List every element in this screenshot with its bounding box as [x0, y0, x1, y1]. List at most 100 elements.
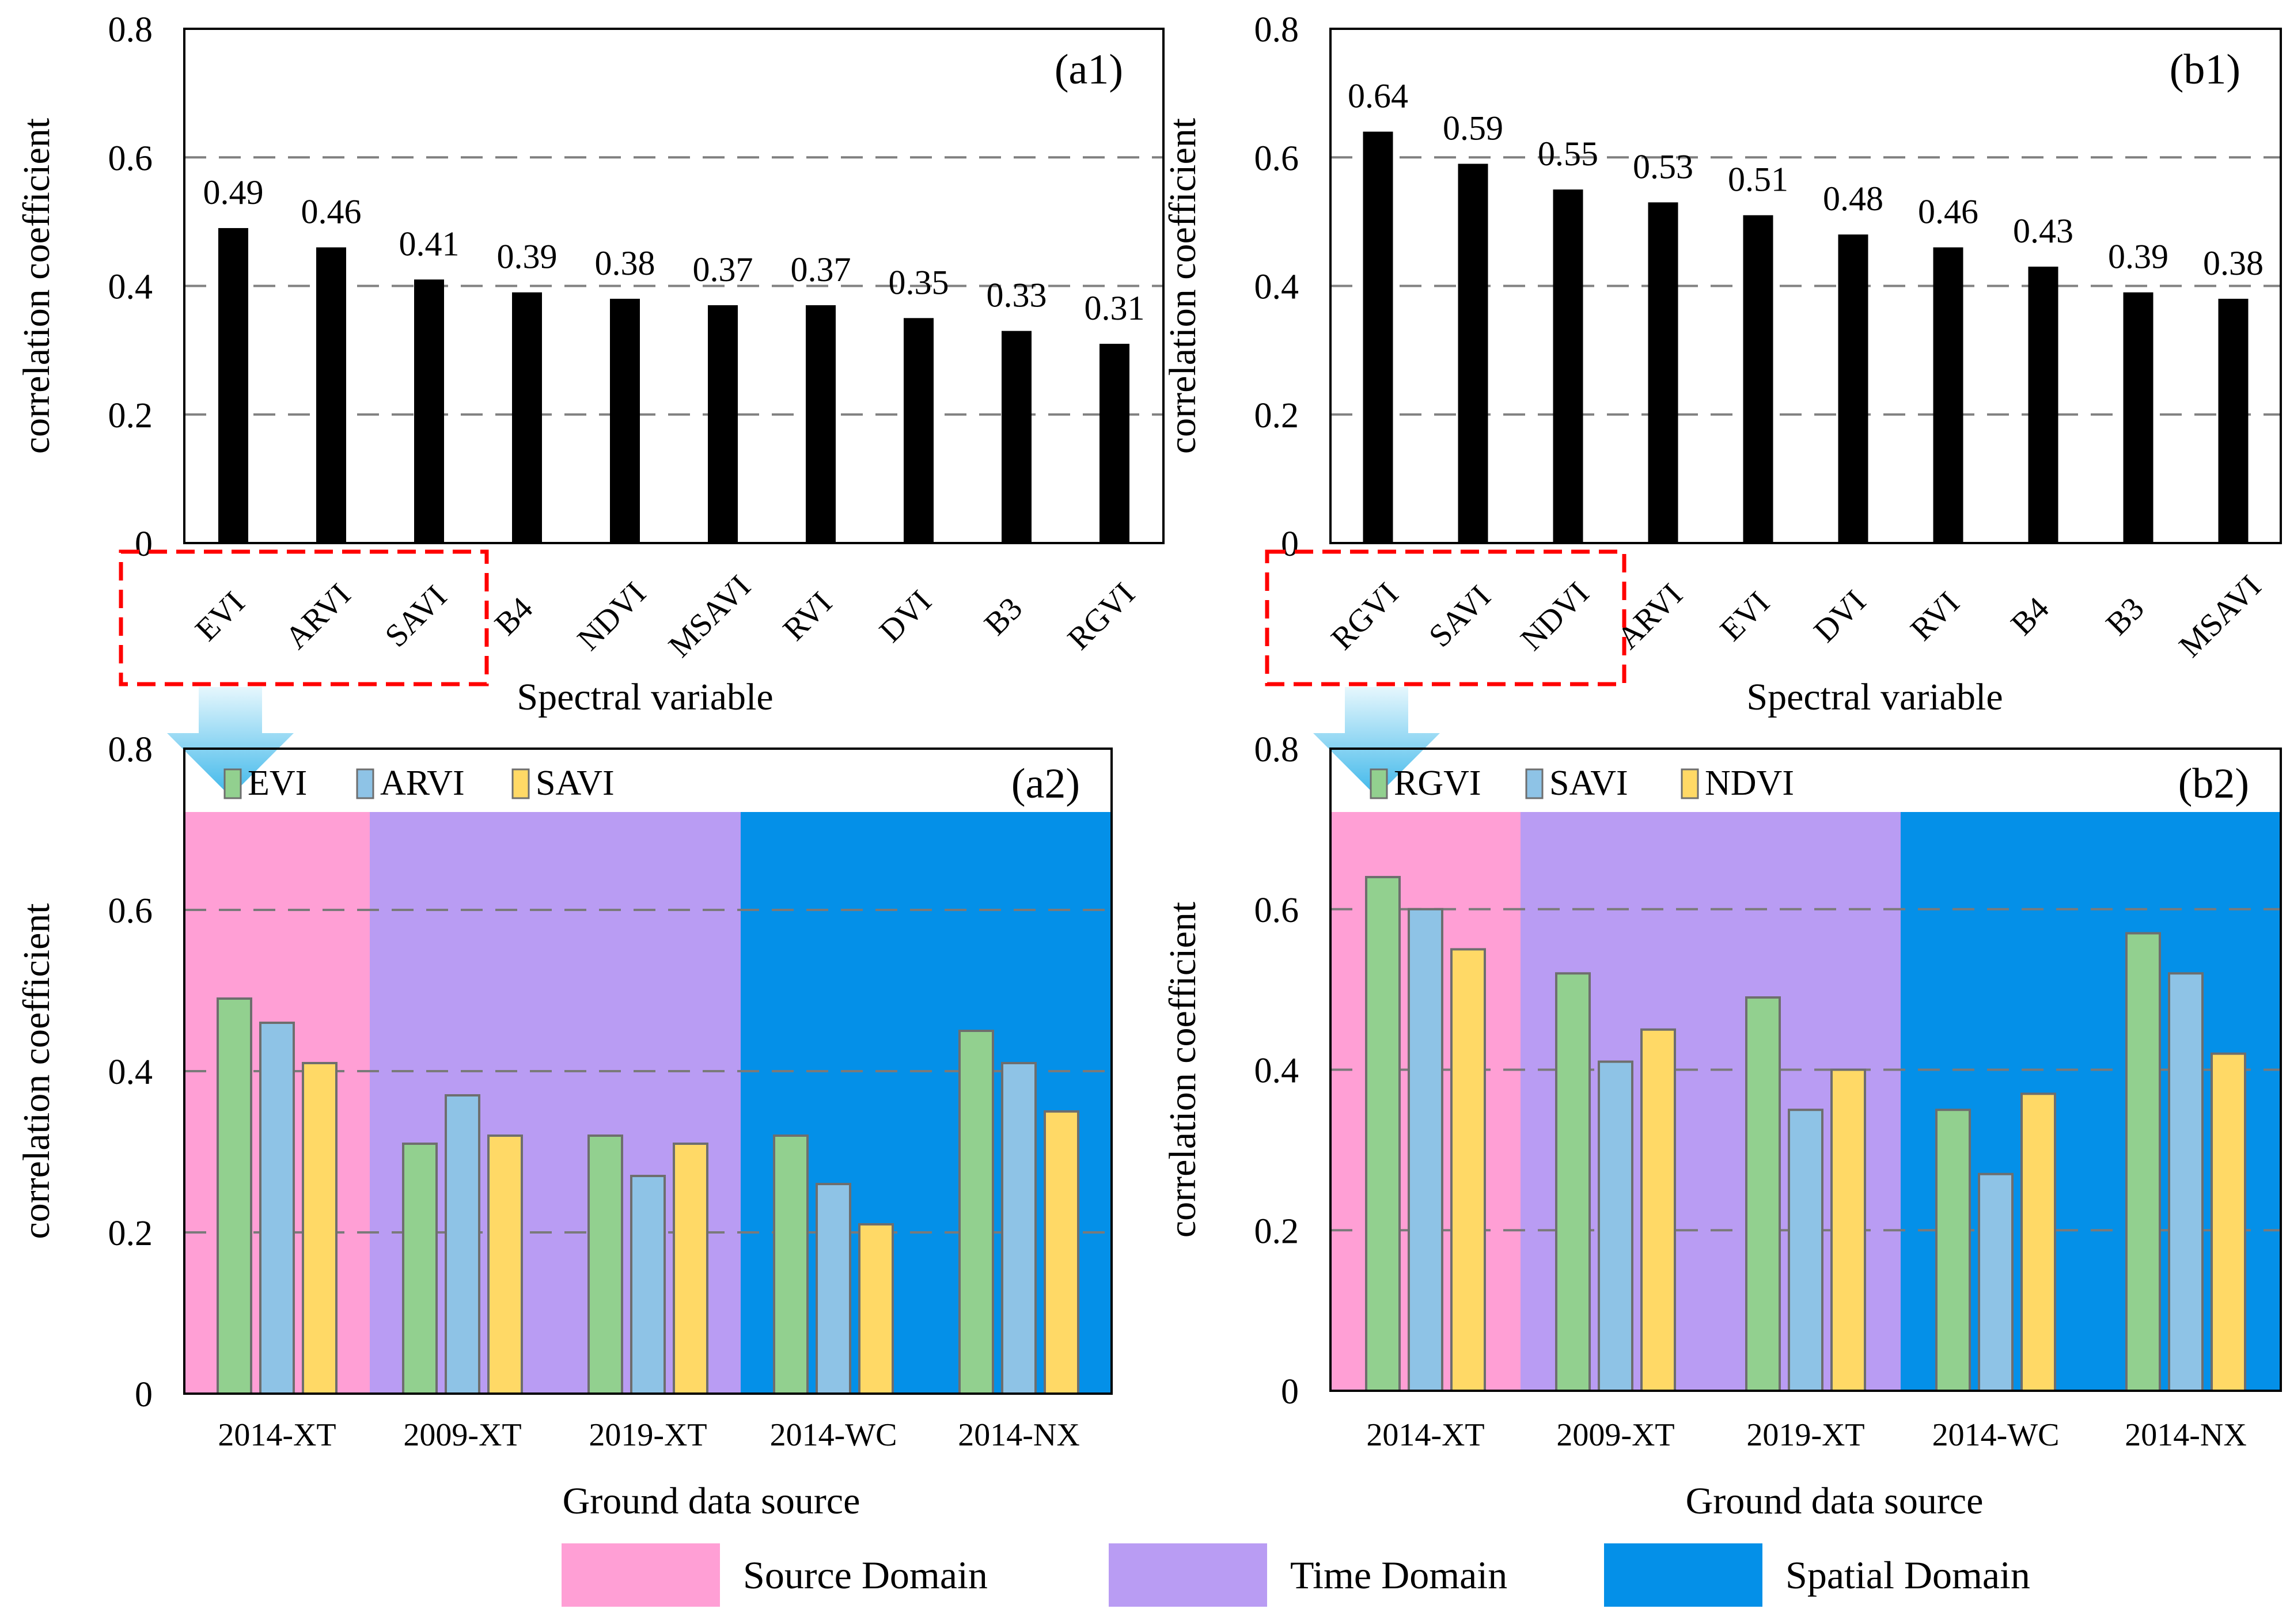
bar	[512, 292, 542, 543]
bar	[2123, 292, 2153, 543]
data-label: 0.59	[1443, 109, 1503, 147]
x-tick-label: 2014-XT	[218, 1417, 336, 1453]
data-label: 0.51	[1728, 161, 1788, 199]
data-label: 0.35	[889, 263, 949, 301]
y-tick-label: 0.6	[108, 891, 153, 931]
bar-evi	[217, 997, 252, 1395]
plot-frame	[183, 748, 1113, 1395]
bar-ndvi	[1640, 1028, 1676, 1392]
bar-rgvi	[1935, 1109, 1971, 1392]
x-tick-label: EVI	[188, 585, 252, 648]
data-label: 0.46	[301, 193, 362, 231]
data-label: 0.39	[497, 238, 558, 276]
source-domain-label: Source Domain	[743, 1553, 988, 1597]
bar-savi	[2168, 972, 2204, 1392]
data-label: 0.41	[399, 225, 460, 263]
x-tick-label: RGVI	[1324, 576, 1405, 657]
chart-a1: 0 0.2 0.4 0.6 0.8 0.49 EVI 0.46 ARVI 0.41 SAVI 0.39…	[16, 10, 1165, 796]
data-label: 0.38	[2203, 244, 2264, 282]
y-tick-label: 0.2	[108, 396, 153, 435]
bar	[1838, 234, 1868, 543]
y-tick-label: 0	[1281, 1372, 1299, 1411]
bar-savi	[302, 1062, 338, 1395]
bar-arvi	[1001, 1062, 1037, 1395]
data-label: 0.49	[203, 173, 264, 211]
y-tick-label: 0.4	[108, 1053, 153, 1092]
x-tick-label: SAVI	[1422, 579, 1497, 654]
source-domain-swatch	[562, 1543, 720, 1607]
bar-ndvi	[2020, 1092, 2056, 1392]
bar	[1458, 164, 1488, 544]
x-tick-label: RGVI	[1061, 576, 1142, 657]
bar-savi	[1044, 1110, 1079, 1395]
y-tick-label: 0.6	[1254, 891, 1299, 930]
y-tick-label: 0.8	[108, 730, 153, 769]
plot-frame	[1329, 748, 2282, 1392]
bar-savi	[487, 1134, 523, 1395]
highlight-box	[1265, 549, 1626, 686]
time-domain-label: Time Domain	[1290, 1553, 1508, 1597]
legend-swatch-arvi	[356, 768, 374, 799]
x-tick-label: RVI	[776, 585, 839, 648]
data-label: 0.38	[595, 244, 655, 282]
x-tick-label: MSAVI	[662, 568, 757, 664]
legend-time-domain: Time Domain	[1109, 1543, 1507, 1607]
legend-swatch-evi	[223, 768, 242, 799]
highlight-box	[119, 549, 489, 686]
x-tick-label: EVI	[1713, 585, 1777, 648]
legend-swatch-savi	[1525, 768, 1544, 799]
panel-label: (a2)	[1011, 760, 1080, 807]
legend-label-rgvi: RGVI	[1394, 764, 1481, 803]
y-tick-label: 0.8	[108, 10, 153, 50]
bar-savi	[1598, 1060, 1633, 1392]
legend-spatial-domain: Spatial Domain	[1604, 1543, 2030, 1607]
x-tick-label: B3	[2099, 590, 2151, 642]
bar-rgvi	[2125, 932, 2161, 1392]
legend-label-ndvi: NDVI	[1705, 764, 1794, 803]
down-arrow-icon	[1313, 687, 1440, 796]
x-tick-label: RVI	[1904, 585, 1966, 648]
bar-evi	[402, 1143, 438, 1395]
bar-rgvi	[1745, 996, 1781, 1392]
chart-b2: 0 0.2 0.4 0.6 0.8 2014-XT 2009-XT 2019-XT 2014-W…	[1162, 730, 2282, 1522]
y-tick-label: 0.4	[1254, 1052, 1299, 1091]
down-arrow-icon	[167, 687, 294, 796]
panel-label: (a1)	[1055, 46, 1123, 93]
bar	[218, 228, 248, 544]
data-label: 0.43	[2013, 212, 2073, 250]
x-tick-label: MSAVI	[2173, 568, 2268, 664]
legend-swatch-ndvi	[1681, 768, 1699, 799]
x-tick-label: DVI	[873, 583, 938, 649]
bar	[2028, 267, 2058, 543]
bar-ndvi	[1830, 1068, 1866, 1392]
spatial-domain-swatch	[1604, 1543, 1762, 1607]
y-axis-title: correlation coefficient	[1162, 902, 1204, 1238]
y-tick-label: 0.4	[1254, 268, 1299, 307]
x-tick-label: 2014-NX	[958, 1417, 1080, 1453]
bar	[2218, 298, 2249, 543]
legend-label-savi: SAVI	[1549, 764, 1628, 803]
bar	[316, 247, 346, 543]
bar-savi	[673, 1143, 708, 1395]
y-axis-title: correlation coefficient	[16, 118, 58, 454]
bar	[1363, 131, 1393, 544]
bar-savi	[858, 1223, 894, 1395]
x-tick-label: NDVI	[571, 575, 653, 658]
data-label: 0.37	[791, 251, 851, 289]
data-label: 0.37	[693, 251, 753, 289]
bar-evi	[587, 1134, 623, 1395]
bar-ndvi	[2211, 1052, 2246, 1392]
bar	[708, 305, 738, 543]
x-axis-title: Ground data source	[563, 1480, 860, 1522]
y-tick-label: 0.2	[1254, 396, 1299, 435]
x-tick-label: 2019-XT	[589, 1417, 707, 1453]
y-tick-label: 0.6	[1254, 139, 1299, 178]
x-tick-label: DVI	[1807, 583, 1873, 649]
x-tick-label: 2009-XT	[403, 1417, 521, 1453]
y-tick-label: 0.4	[108, 268, 153, 307]
panel-label: (b1)	[2170, 46, 2240, 93]
chart-b1: 0 0.2 0.4 0.6 0.8 0.64 RGVI 0.59 SAVI 0.55 NDVI 0.5…	[1162, 10, 2282, 796]
y-tick-label: 0.8	[1254, 10, 1299, 50]
bar-ndvi	[1450, 948, 1486, 1392]
